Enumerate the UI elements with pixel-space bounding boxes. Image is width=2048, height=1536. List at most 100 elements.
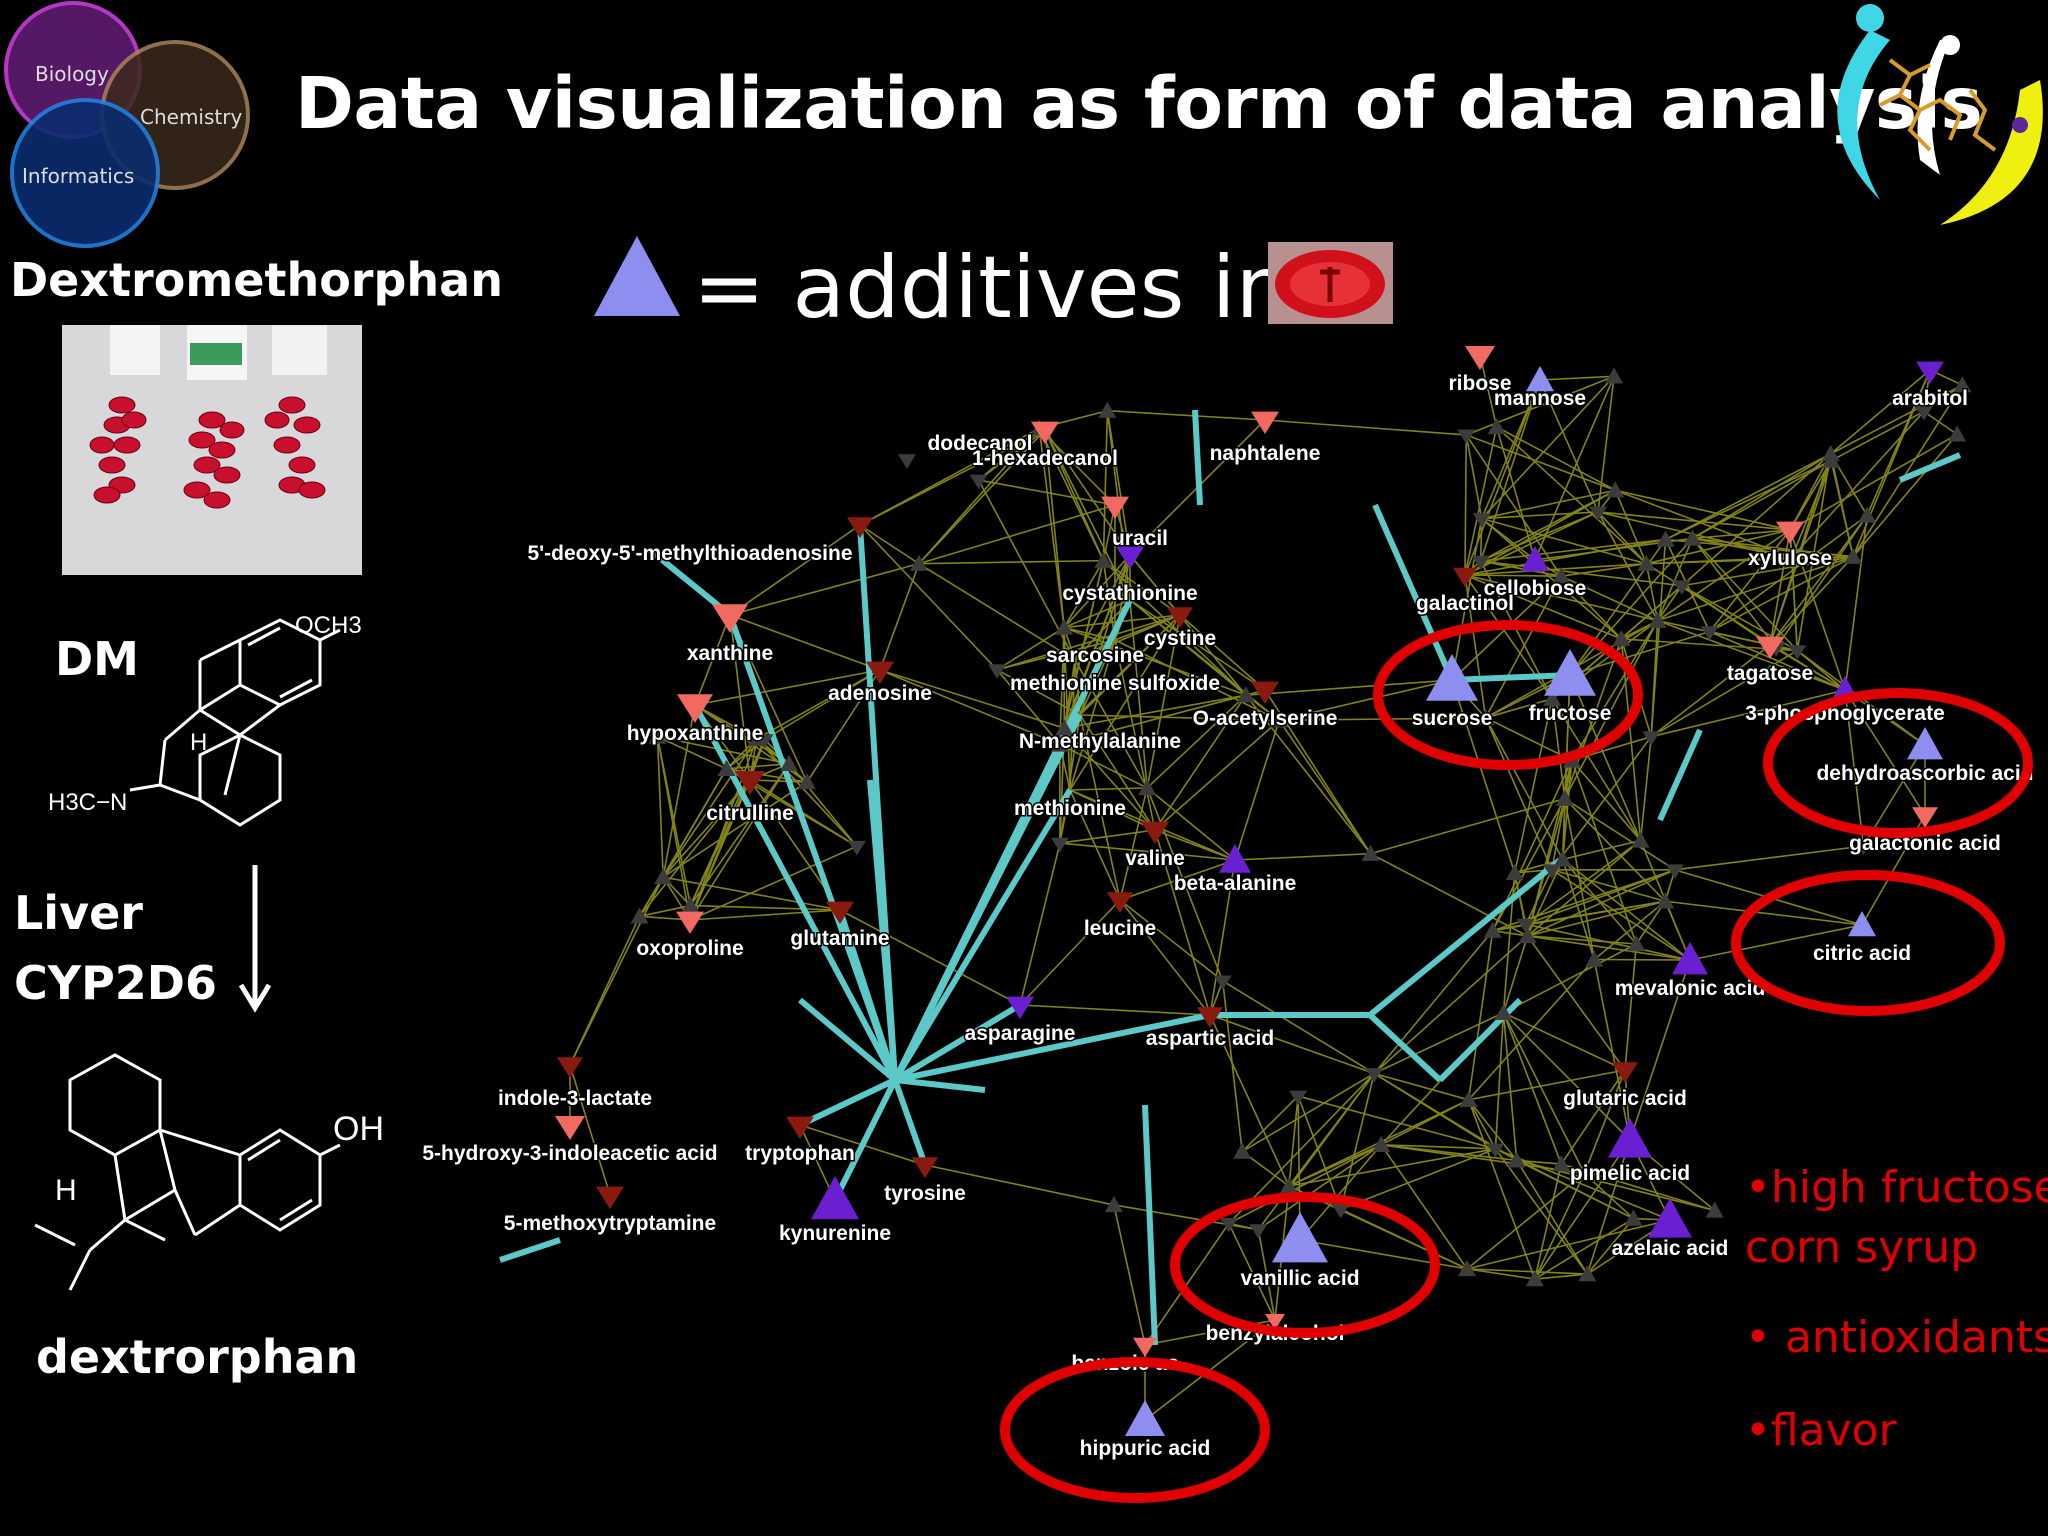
network-edge [1299, 1239, 1468, 1270]
network-edge [694, 614, 731, 706]
network-edge [996, 669, 1061, 745]
network-node [1365, 1068, 1384, 1083]
network-node [1552, 567, 1571, 584]
network-node [1788, 645, 1807, 660]
xanthine-node [712, 604, 748, 633]
network-edge [996, 626, 1065, 671]
network-edge [756, 669, 881, 740]
network-node [1683, 529, 1702, 546]
network-edge [1502, 1012, 1563, 1165]
additive-highlight-circle [1170, 1192, 1440, 1338]
network-edge [1063, 554, 1131, 729]
network-node [1505, 863, 1524, 881]
network-edge [1074, 599, 1131, 661]
network-node [681, 896, 700, 913]
network-edge [1629, 959, 1691, 1141]
network-edge [638, 768, 728, 917]
network-node [1289, 1090, 1308, 1106]
vanillic-acid-node [1272, 1212, 1328, 1263]
bullet-high-fructose: •high fructose [1745, 1162, 2048, 1213]
network-edge [1368, 857, 1562, 1018]
network-edge [1059, 829, 1156, 844]
network-edge [1257, 1144, 1382, 1231]
network-edge [879, 563, 920, 671]
network-node [1138, 778, 1157, 796]
oh-label: OH [333, 1110, 384, 1148]
network-edge [1923, 410, 1958, 436]
network-edge [1245, 694, 1372, 855]
network-edge [1464, 574, 1562, 577]
network-edge [656, 736, 664, 878]
3-phosphoglycerate-label: 3-phosphoglycerate [1745, 702, 1945, 725]
network-edge [1646, 555, 1854, 565]
network-edge [1689, 924, 1863, 961]
network-node [1213, 975, 1232, 990]
network-edge [1113, 1204, 1259, 1231]
network-edge [1561, 562, 1647, 577]
network-edge [689, 763, 790, 906]
cyp2d6-text: CYP2D6 [14, 956, 217, 1010]
network-edge [1119, 899, 1224, 982]
network-edge [1374, 1072, 1469, 1101]
network-edge [1144, 1222, 1230, 1346]
page-title: Data visualization as form of data analy… [295, 62, 1983, 145]
network-edge [1502, 935, 1529, 1014]
mevalonic-acid-node [1672, 942, 1708, 975]
network-edge [1299, 1144, 1382, 1241]
network-edge [729, 614, 881, 671]
network-node [717, 759, 736, 777]
network-node [1642, 731, 1661, 746]
network-edge [1074, 614, 1181, 661]
glutaric-acid-node [1612, 1062, 1638, 1083]
network-edge [1494, 1012, 1505, 1149]
ribose-node [1465, 346, 1495, 370]
network-node [1782, 548, 1801, 565]
dextrorphan-label: dextrorphan [36, 1330, 359, 1384]
network-edge [1791, 460, 1832, 558]
network-edge [1467, 1099, 1497, 1150]
network-node [1483, 921, 1502, 938]
o-acetylserine-node [1251, 681, 1279, 704]
network-edge [1484, 717, 1564, 860]
network-edge [1496, 426, 1647, 565]
h-atom-label-2: H [55, 1174, 77, 1207]
glutamine-label: glutamine [790, 927, 889, 950]
ribose-label: ribose [1448, 372, 1511, 395]
network-edge [1129, 554, 1247, 696]
legend-triangle-icon [594, 236, 680, 316]
network-edge [1038, 428, 1065, 628]
network-node [909, 554, 928, 571]
network-edge [1129, 599, 1148, 788]
sucrose-label: sucrose [1412, 707, 1493, 730]
network-edge [1480, 489, 1616, 562]
network-edge [1651, 689, 1846, 738]
network-node [1518, 926, 1537, 944]
o-acetylserine-label: O-acetylserine [1193, 707, 1338, 730]
network-edge [1107, 409, 1266, 421]
network-edge [918, 429, 1046, 565]
network-edge [1209, 1014, 1290, 1187]
network-edge [1063, 626, 1116, 641]
network-edge [1381, 1143, 1585, 1175]
network-node [969, 474, 988, 490]
network-edge [1551, 698, 1642, 841]
network-edge [1539, 375, 1615, 381]
network-edge [1480, 538, 1666, 562]
network-node [847, 840, 866, 856]
network-edge [1264, 419, 1467, 436]
network-edge [1464, 434, 1468, 576]
network-edge [1691, 537, 1777, 649]
network-edge [1234, 852, 1371, 861]
network-edge [1288, 1096, 1299, 1187]
tagatose-label: tagatose [1727, 662, 1813, 685]
network-edge [892, 713, 1083, 1082]
5-hydroxy-3-indoleacetic-acid-label: 5-hydroxy-3-indoleacetic acid [422, 1142, 717, 1165]
network-edge [1154, 829, 1236, 861]
network-edge [1534, 1217, 1634, 1280]
cystine-node [1167, 607, 1193, 628]
down-arrow-icon [238, 865, 272, 1013]
network-edge [1209, 859, 1236, 1016]
network-node [1552, 1155, 1571, 1172]
network-edge [648, 547, 732, 618]
network-edge [1481, 511, 1599, 520]
